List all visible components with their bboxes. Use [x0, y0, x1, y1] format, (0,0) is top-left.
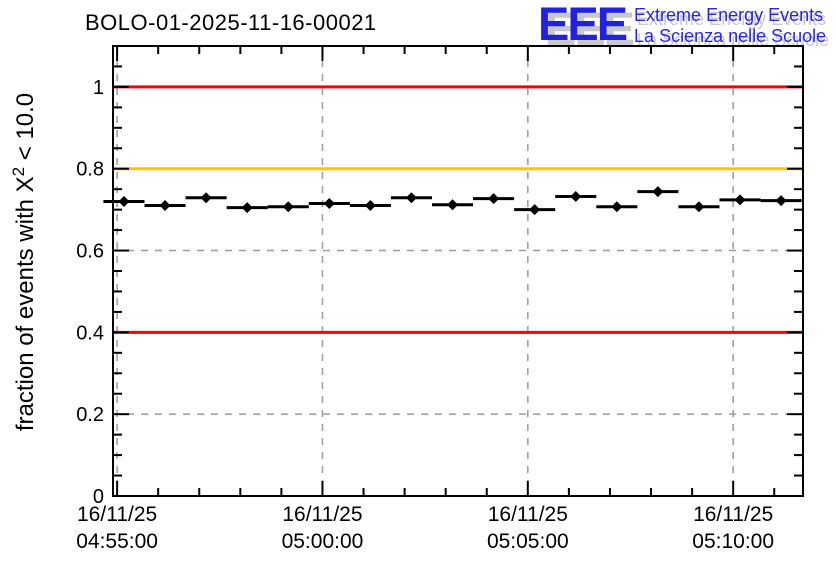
data-point	[734, 194, 746, 206]
data-point	[693, 201, 705, 213]
data-point	[611, 201, 623, 213]
y-tick-label: 0.8	[76, 159, 104, 181]
x-tick-label: 16/11/25	[693, 503, 773, 526]
data-point	[652, 186, 664, 198]
data-point	[570, 191, 582, 203]
x-tick-label: 05:05:00	[487, 530, 569, 553]
data-point	[200, 192, 212, 204]
data-point	[323, 198, 335, 209]
data-point	[529, 204, 541, 216]
data-point	[364, 200, 376, 212]
data-point	[775, 195, 787, 207]
y-axis-title: fraction of events with X2 < 10.0	[9, 93, 39, 431]
x-tick-label: 05:10:00	[692, 530, 774, 553]
eee-logo-acronym: EEE	[538, 0, 628, 50]
y-tick-label: 0.2	[76, 404, 104, 426]
data-point	[447, 199, 459, 211]
eee-logo-line2: La Scienza nelle Scuole	[634, 26, 827, 46]
x-tick-label: 04:55:00	[76, 530, 158, 553]
data-point	[282, 201, 294, 213]
y-tick-label: 1	[93, 77, 104, 99]
x-tick-label: 05:00:00	[282, 530, 364, 553]
eee-logo-subtitle: Extreme Energy Events La Scienza nelle S…	[634, 5, 826, 47]
plot-title: BOLO-01-2025-11-16-00021	[85, 10, 377, 35]
x-tick-label: 16/11/25	[77, 503, 157, 526]
y-tick-label: 0	[93, 486, 104, 508]
eee-logo-line1: Extreme Energy Events	[634, 5, 824, 25]
x-tick-label: 16/11/25	[488, 503, 568, 526]
data-point	[241, 202, 253, 214]
data-point	[488, 193, 500, 205]
x-tick-label: 16/11/25	[282, 503, 362, 526]
plot-frame	[112, 45, 804, 497]
eee-logo: EEE Extreme Energy Events La Scienza nel…	[538, 0, 826, 50]
y-tick-label: 0.4	[76, 322, 104, 344]
y-tick-label: 0.6	[76, 241, 104, 263]
data-point	[159, 200, 171, 212]
data-point	[405, 192, 417, 204]
data-point	[118, 195, 130, 207]
